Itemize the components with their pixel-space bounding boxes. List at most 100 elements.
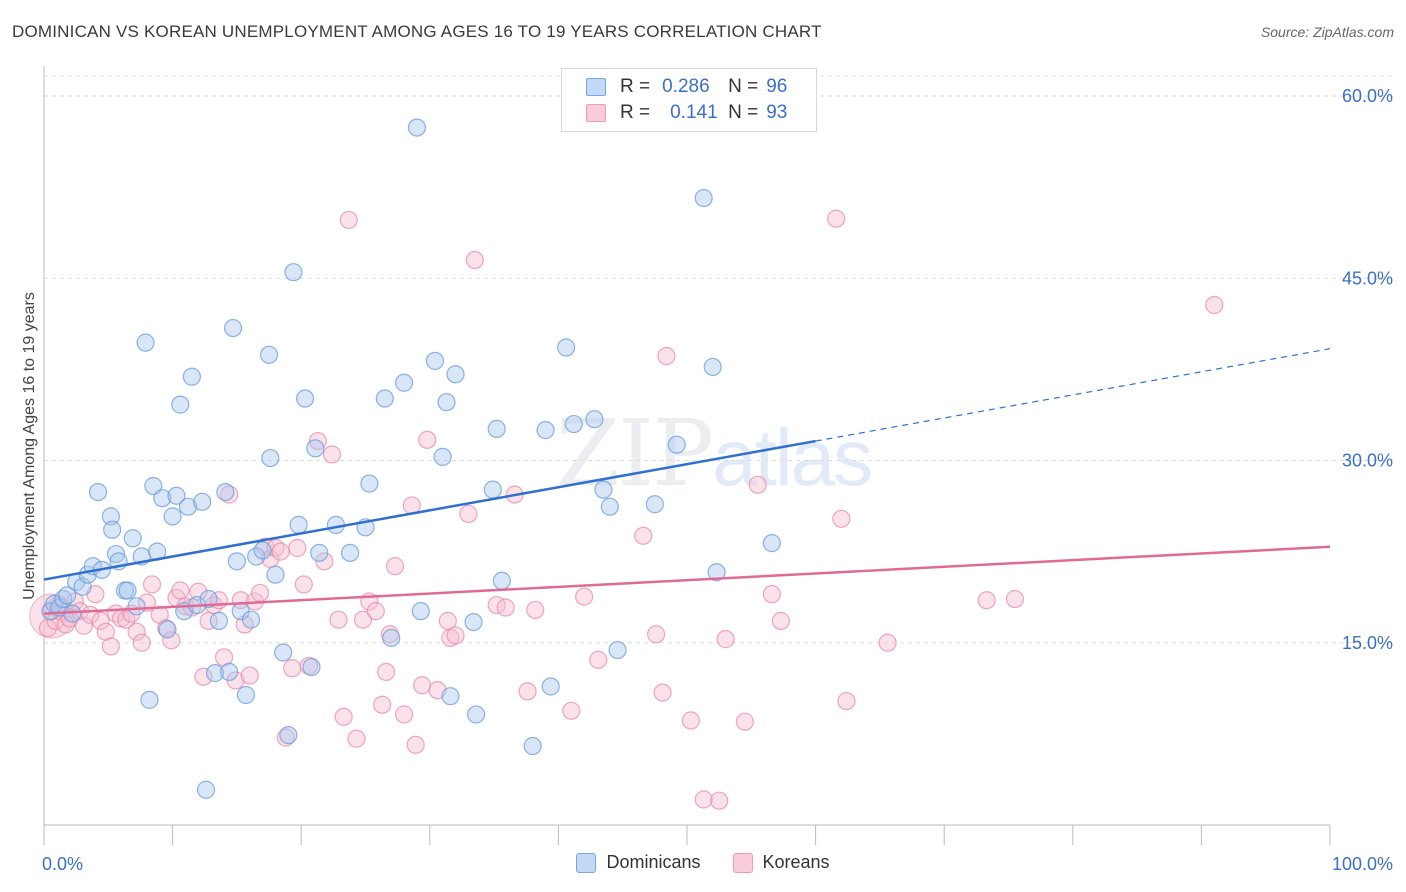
koreans-point [406, 735, 425, 754]
dominicans-point [466, 705, 486, 724]
koreans-point [74, 616, 93, 635]
dominicans-point [118, 581, 137, 600]
koreans-point [837, 691, 856, 711]
koreans-point [376, 662, 396, 682]
r-value: 0.141 [670, 102, 718, 123]
x-tick-label-max: 100.0% [1332, 854, 1393, 874]
koreans-point [294, 575, 313, 594]
koreans-legend-swatch [732, 852, 753, 873]
dominicans-point [407, 118, 427, 137]
dominicans-point [667, 435, 686, 454]
dominicans-point [585, 410, 604, 429]
koreans-point [735, 712, 754, 731]
dominicans-legend-swatch [576, 852, 597, 873]
dominicans-point [193, 492, 212, 511]
dominicans-point [106, 544, 126, 564]
legend-label-koreans: Koreans [762, 852, 830, 872]
dominicans-point [564, 414, 583, 434]
y-axis-label: Unemployment Among Ages 16 to 19 years [21, 292, 38, 600]
koreans-swatch [586, 104, 606, 122]
chart-title: DOMINICAN VS KOREAN UNEMPLOYMENT AMONG A… [12, 22, 822, 41]
koreans-point [283, 659, 302, 678]
dominicans-point [144, 476, 163, 496]
legend-row-koreans: R = 0.141 N = 93 [586, 101, 787, 125]
dominicans-point [223, 318, 243, 338]
dominicans-point [411, 602, 430, 621]
r-label: R = [620, 76, 651, 97]
dominicans-point [557, 338, 576, 357]
dominicans-point [220, 662, 239, 682]
dominicans-point [178, 497, 198, 516]
koreans-point [681, 711, 700, 730]
koreans-point [518, 682, 537, 701]
legend-item-koreans[interactable]: Koreans [732, 852, 830, 873]
n-value: 96 [766, 76, 788, 97]
koreans-point [412, 676, 432, 695]
koreans-point [127, 622, 146, 641]
dominicans-point [707, 563, 726, 582]
dominicans-point [483, 480, 502, 499]
y-tick-label: 15.0% [1342, 633, 1393, 653]
dominicans-point [608, 640, 627, 660]
koreans-point [385, 557, 405, 576]
koreans-point [347, 729, 366, 748]
x-tick-label-min: 0.0% [42, 854, 83, 874]
dominicans-point [209, 611, 228, 630]
dominicans-point [464, 612, 483, 632]
legend-item-dominicans[interactable]: Dominicans [576, 852, 701, 873]
koreans-point [394, 705, 414, 724]
dominicans-point [253, 541, 272, 560]
dominicans-point [441, 687, 460, 706]
koreans-point [250, 583, 270, 603]
dominicans-point [425, 351, 445, 370]
r-value: 0.286 [662, 76, 710, 97]
koreans-point [748, 475, 767, 494]
koreans-point [194, 667, 213, 686]
dominicans-point [446, 365, 465, 384]
koreans-trendline [43, 545, 1331, 615]
dominicans-point [492, 571, 511, 590]
koreans-point [271, 542, 290, 561]
koreans-point [240, 666, 259, 685]
correlation-legend: R = 0.286 N = 96 R = 0.141 N = 93 [561, 68, 817, 132]
dominicans-point [523, 736, 542, 756]
koreans-point [526, 600, 545, 620]
dominicans-point [266, 565, 285, 584]
koreans-point [373, 695, 392, 714]
dominicans-point [302, 657, 321, 677]
koreans-point [977, 591, 996, 610]
dominicans-point [289, 515, 308, 534]
dominicans-point [227, 552, 246, 571]
dominicans-trendline [43, 439, 816, 581]
y-tick-label: 30.0% [1342, 451, 1393, 471]
dominicans-point [101, 507, 120, 526]
source-label: Source: ZipAtlas.com [1260, 24, 1394, 40]
dominicans-point [541, 677, 560, 696]
dominicans-point [340, 543, 360, 562]
koreans-point [329, 610, 348, 629]
dominicans-point [136, 333, 155, 352]
koreans-point [710, 791, 729, 810]
koreans-point [142, 575, 162, 594]
koreans-point [189, 582, 208, 601]
koreans-point [334, 707, 353, 726]
dominicans-point [88, 482, 108, 502]
koreans-point [353, 610, 373, 629]
dominicans-point [694, 188, 713, 208]
koreans-point [418, 430, 437, 449]
dominicans-point [103, 520, 122, 539]
koreans-point [657, 346, 676, 366]
dominicans-point [295, 389, 315, 408]
dominicans-point [127, 597, 146, 616]
koreans-point [366, 602, 385, 621]
legend-row-dominicans: R = 0.286 N = 96 [586, 75, 787, 99]
koreans-point [496, 598, 515, 617]
dominicans-point [158, 620, 177, 639]
dominicans-swatch [586, 78, 606, 96]
koreans-point [575, 587, 594, 606]
dominicans-point [284, 263, 303, 282]
koreans-point [132, 633, 151, 652]
y-tick-label: 45.0% [1342, 268, 1393, 288]
dominicans-point [433, 447, 452, 466]
koreans-point [653, 683, 672, 702]
